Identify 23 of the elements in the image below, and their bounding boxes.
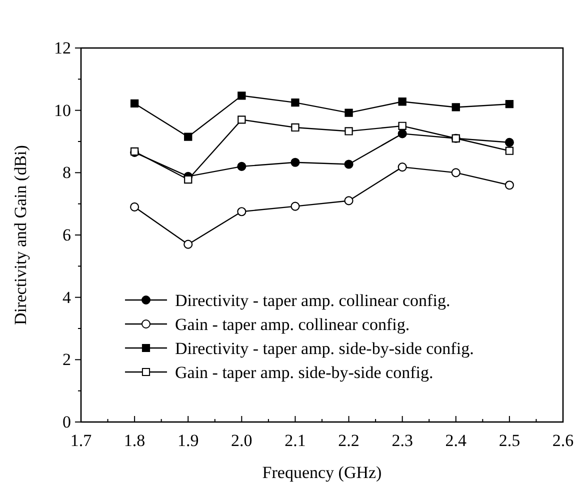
y-tick-label: 4 (62, 288, 72, 307)
legend-label: Gain - taper amp. side-by-side config. (175, 363, 434, 382)
x-tick-label: 1.9 (177, 431, 199, 450)
y-tick-label: 6 (62, 225, 71, 244)
legend-label: Gain - taper amp. collinear config. (175, 315, 410, 334)
y-tick-label: 10 (54, 100, 71, 120)
y-tick-label: 0 (62, 412, 71, 432)
y-axis-title: Directivity and Gain (dBi) (11, 145, 30, 325)
x-tick-label: 2.1 (284, 431, 306, 450)
x-tick-label: 2.0 (231, 431, 252, 450)
x-tick-label: 2.2 (338, 431, 360, 450)
x-tick-label: 2.6 (552, 431, 574, 450)
y-tick-label: 12 (54, 38, 71, 58)
x-tick-label: 2.3 (392, 431, 413, 450)
y-tick-label: 8 (62, 163, 71, 182)
x-tick-label: 2.5 (498, 431, 520, 450)
y-tick-label: 2 (62, 350, 71, 370)
x-tick-label: 1.8 (124, 431, 146, 450)
legend-label: Directivity - taper amp. side-by-side config. (175, 339, 474, 358)
x-tick-label: 1.7 (70, 431, 92, 450)
legend-label: Directivity - taper amp. collinear config. (175, 291, 450, 310)
x-tick-label: 2.4 (445, 431, 468, 450)
x-axis-title: Frequency (GHz) (262, 463, 382, 482)
